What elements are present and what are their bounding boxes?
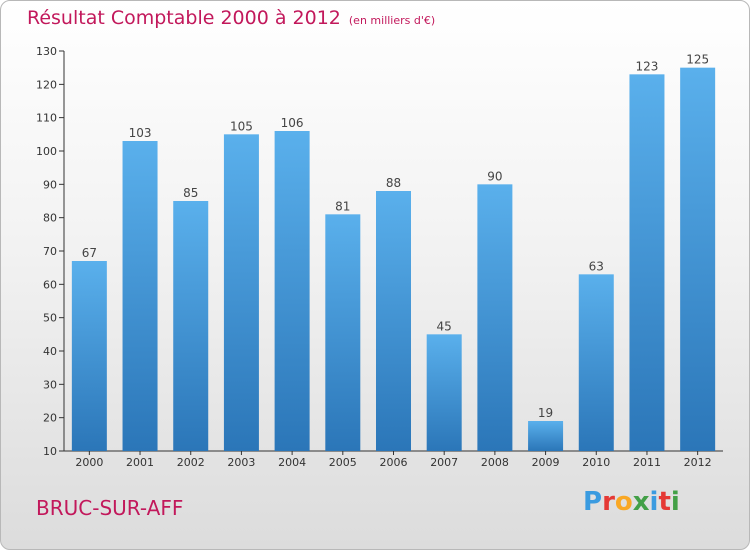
bar-2001 bbox=[122, 141, 158, 451]
logo-letter: P bbox=[583, 487, 603, 517]
bar-2008 bbox=[477, 184, 513, 452]
chart-subtitle: (en milliers d'€) bbox=[348, 14, 436, 27]
x-tick-label: 2002 bbox=[177, 456, 205, 469]
y-tick-label: 80 bbox=[43, 212, 57, 225]
data-label: 19 bbox=[538, 406, 553, 420]
x-tick-label: 2011 bbox=[633, 456, 661, 469]
logo-letter: x bbox=[632, 487, 650, 517]
x-tick-label: 2003 bbox=[227, 456, 255, 469]
y-tick-label: 90 bbox=[43, 178, 57, 191]
x-tick-label: 2001 bbox=[126, 456, 154, 469]
y-tick-label: 100 bbox=[36, 145, 57, 158]
data-label: 88 bbox=[386, 176, 401, 190]
logo-letter: t bbox=[658, 487, 671, 517]
bar-2005 bbox=[325, 214, 361, 451]
logo-letter: i bbox=[670, 487, 680, 517]
bar-2004 bbox=[274, 131, 310, 451]
x-tick-label: 2009 bbox=[532, 456, 560, 469]
y-tick-label: 120 bbox=[36, 78, 57, 91]
x-tick-label: 2008 bbox=[481, 456, 509, 469]
x-tick-label: 2010 bbox=[582, 456, 610, 469]
bar-2002 bbox=[173, 201, 209, 451]
data-label: 63 bbox=[589, 259, 604, 273]
y-tick-label: 60 bbox=[43, 278, 57, 291]
bar-2009 bbox=[528, 421, 564, 451]
proxiti-logo: Proxiti bbox=[583, 487, 680, 517]
x-tick-label: 2012 bbox=[684, 456, 712, 469]
data-label: 45 bbox=[437, 319, 452, 333]
bar-2006 bbox=[376, 191, 411, 451]
x-tick-label: 2005 bbox=[329, 456, 357, 469]
data-label: 103 bbox=[129, 126, 152, 140]
logo-letter: i bbox=[649, 487, 659, 517]
y-tick-label: 20 bbox=[43, 412, 57, 425]
y-tick-label: 10 bbox=[43, 445, 57, 458]
data-label: 105 bbox=[230, 119, 253, 133]
y-tick-label: 40 bbox=[43, 345, 57, 358]
bars bbox=[71, 67, 716, 452]
data-label: 81 bbox=[335, 199, 350, 213]
y-tick-label: 130 bbox=[36, 45, 57, 58]
x-tick-label: 2000 bbox=[75, 456, 103, 469]
data-label: 106 bbox=[281, 116, 304, 130]
y-tick-label: 70 bbox=[43, 245, 57, 258]
logo-letter: r bbox=[602, 487, 615, 517]
data-label: 90 bbox=[487, 169, 502, 183]
y-tick-label: 30 bbox=[43, 378, 57, 391]
bar-2000 bbox=[71, 261, 107, 451]
data-label: 67 bbox=[82, 246, 97, 260]
x-tick-label: 2006 bbox=[380, 456, 408, 469]
x-tick-label: 2004 bbox=[278, 456, 306, 469]
bar-2003 bbox=[223, 134, 259, 452]
data-labels: 67 103 85 105 106 81 88 45 90 19 63 123 125 bbox=[82, 53, 709, 420]
chart-title-text: Résultat Comptable 2000 à 2012 bbox=[27, 7, 341, 29]
bar-2011 bbox=[629, 74, 665, 451]
y-tick-label: 110 bbox=[36, 112, 57, 125]
commune-name: BRUC-SUR-AFF bbox=[36, 496, 184, 520]
data-label: 123 bbox=[636, 59, 659, 73]
logo-letter: o bbox=[614, 487, 633, 517]
y-tick-label: 50 bbox=[43, 312, 57, 325]
bar-2007 bbox=[426, 334, 462, 451]
x-tick-label: 2007 bbox=[430, 456, 458, 469]
bar-2012 bbox=[680, 67, 716, 452]
bar-2010 bbox=[578, 274, 614, 451]
chart-title: Résultat Comptable 2000 à 2012 (en millie… bbox=[27, 7, 435, 29]
data-label: 85 bbox=[183, 186, 198, 200]
data-label: 125 bbox=[686, 53, 709, 67]
